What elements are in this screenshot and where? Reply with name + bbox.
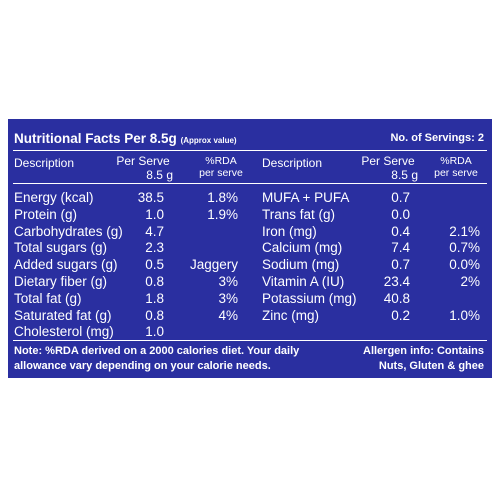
top-divider [13,150,487,151]
left-nutrient-rda: 4% [218,307,238,323]
left-nutrient-rda [178,240,238,256]
right-nutrient-value: 7.4 [391,240,410,256]
left-nutrient-value: 4.7 [145,223,164,239]
right-nutrient-name: Zinc (mg) [262,307,319,323]
label-title: Nutritional Facts Per 8.5g (Approx value… [14,131,237,146]
left-nutrient-name: Carbohydrates (g) [14,223,123,239]
left-nutrient-value: 1.0 [145,206,164,222]
left-per-serve-header: Per Serve 8.5 g [113,154,173,182]
right-per-serve-line2: 8.5 g [391,168,418,182]
allergen-line2: Nuts, Gluten & ghee [378,360,484,372]
left-nutrient-rda [178,324,238,340]
left-nutrient-value: 1.0 [145,324,164,340]
left-nutrient-rda: 3% [218,290,238,306]
right-per-serve-header: Per Serve 8.5 g [358,154,418,182]
left-nutrient-value: 0.8 [145,274,164,289]
allergen-info: Allergen info: Contains Nuts, Gluten & g… [363,344,484,374]
right-nutrient-value: 0.7 [391,257,410,273]
right-nutrient-rda [420,291,480,307]
right-nutrient-name: MUFA + PUFA [262,190,350,205]
rda-note: Note: %RDA derived on a 2000 calories di… [14,344,299,374]
right-nutrient-value: 23.4 [383,274,410,289]
right-nutrient-value: 0.7 [391,190,410,205]
right-nutrient-name: Trans fat (g) [262,206,336,222]
left-rda-header: %RDA per serve [190,155,252,179]
left-per-serve-line1: Per Serve [116,154,170,168]
left-nutrient-value: 0.5 [145,257,164,273]
right-nutrient-rda: 2% [460,274,480,289]
right-nutrient-name: Sodium (mg) [262,257,340,273]
left-nutrient-rda: 3% [218,274,238,289]
left-description-header: Description [14,156,75,170]
header-divider [13,183,487,184]
left-nutrient-rda: Jaggery [189,257,238,273]
right-nutrient-rda: 2.1% [449,223,480,239]
right-nutrient-name: Iron (mg) [262,223,317,239]
left-nutrient-name: Total sugars (g) [14,240,108,256]
left-rda-line1: %RDA [205,155,237,167]
left-per-serve-line2: 8.5 g [146,168,173,182]
nutrition-label-panel: Nutritional Facts Per 8.5g (Approx value… [8,119,492,378]
title-text: Nutritional Facts Per 8.5g [14,131,177,146]
left-nutrient-value: 38.5 [137,190,164,205]
left-nutrient-name: Cholesterol (mg) [14,324,114,340]
left-nutrient-name: Energy (kcal) [14,190,94,205]
right-rda-line2: per serve [434,167,478,179]
right-nutrient-name: Vitamin A (IU) [262,274,345,289]
right-rda-line1: %RDA [440,155,472,167]
note-line1: Note: %RDA derived on a 2000 calories di… [14,345,300,357]
right-nutrient-name: Potassium (mg) [262,290,357,306]
right-per-serve-line1: Per Serve [361,154,415,168]
left-nutrient-rda [178,224,238,240]
bottom-divider [13,340,487,341]
left-nutrient-name: Added sugars (g) [14,257,118,273]
left-nutrient-name: Protein (g) [14,206,78,222]
left-rda-line2: per serve [199,167,243,179]
right-rda-header: %RDA per serve [425,155,487,179]
right-nutrient-rda [420,207,480,223]
left-nutrient-value: 1.8 [145,290,164,306]
right-nutrient-name: Calcium (mg) [262,240,343,256]
right-nutrient-value: 0.4 [391,223,410,239]
left-nutrient-value: 0.8 [145,307,164,323]
left-nutrient-name: Total fat (g) [14,290,82,306]
servings-count: No. of Servings: 2 [390,132,484,144]
right-nutrient-rda: 0.0% [449,257,480,273]
right-nutrient-rda: 1.0% [449,307,480,323]
right-nutrient-value: 0.0 [391,206,410,222]
right-nutrient-value: 0.2 [391,307,410,323]
title-note: (Approx value) [180,136,237,145]
nutrition-table: Energy (kcal) 38.5 1.8% Protein (g) 1.0 1.9% C… [8,119,492,378]
right-nutrient-rda [420,190,480,206]
left-nutrient-value: 2.3 [145,240,164,256]
left-nutrient-rda: 1.9% [207,206,238,222]
right-nutrient-rda: 0.7% [449,240,480,256]
right-nutrient-value: 40.8 [383,290,410,306]
note-line2: allowance vary depending on your calorie… [14,360,271,372]
left-nutrient-name: Saturated fat (g) [14,307,112,323]
left-nutrient-name: Dietary fiber (g) [14,274,108,289]
allergen-line1: Allergen info: Contains [363,345,484,357]
left-nutrient-rda: 1.8% [207,190,238,205]
right-description-header: Description [262,156,323,170]
